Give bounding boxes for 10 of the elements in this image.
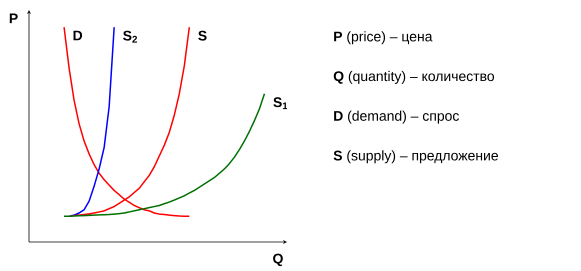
text: Q (quantity) – количество — [334, 70, 494, 84]
series-label: S$_{1}$ — [273, 97, 288, 110]
text: S (supply) – предложение — [334, 150, 498, 164]
y-axis-title: P — [10, 14, 18, 24]
series-label: S — [198, 30, 207, 41]
series-label: D — [74, 30, 82, 40]
text: P (price) – цена — [334, 31, 432, 44]
series-label: S$_{2}$ — [123, 30, 138, 43]
text: D (demand) – спрос — [334, 110, 459, 124]
x-axis-title: Q — [273, 254, 283, 266]
